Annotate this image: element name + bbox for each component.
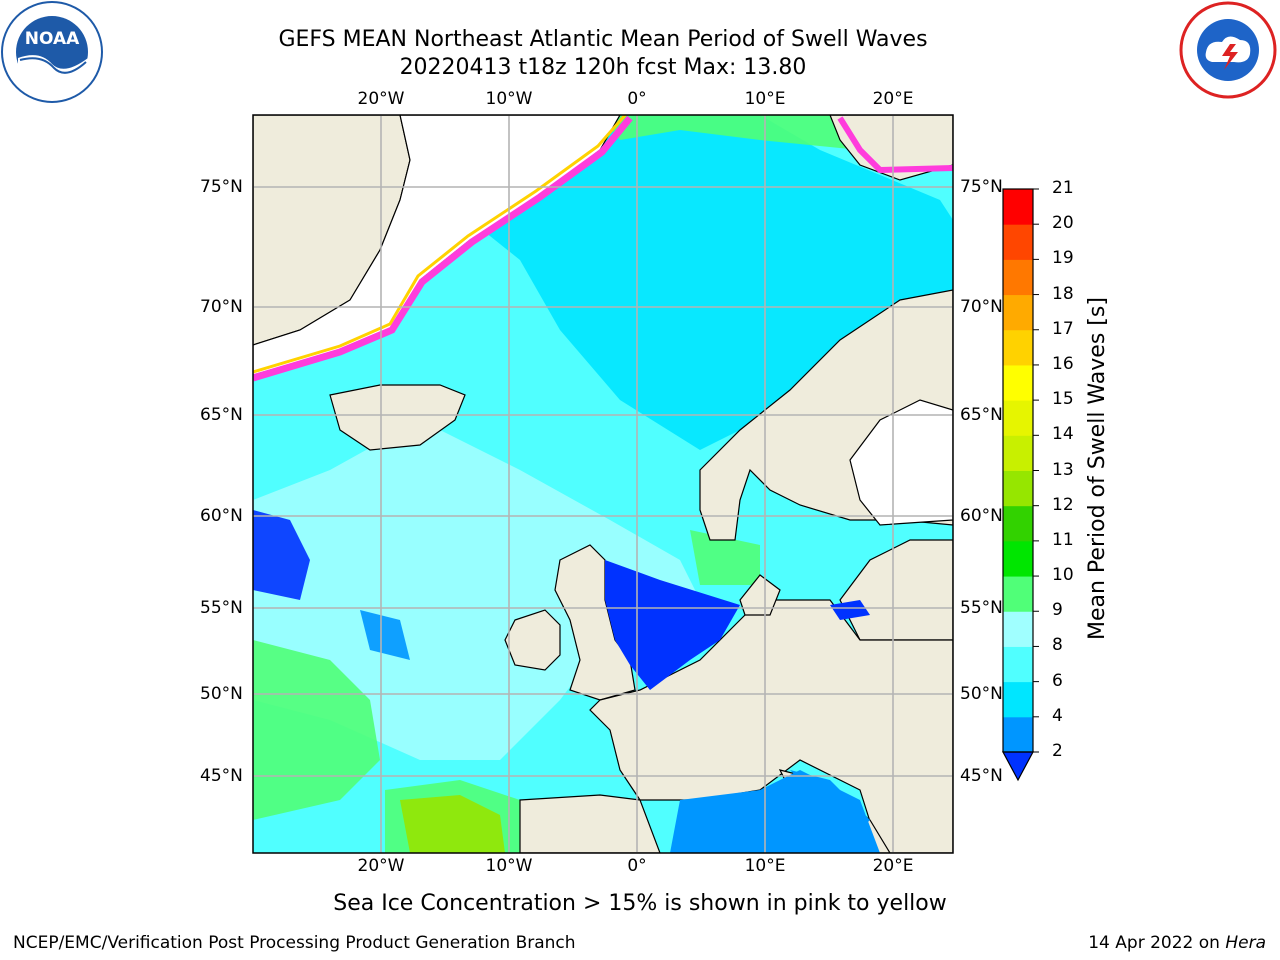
swell-band-2s-baltic: [830, 600, 870, 620]
lat-label-left-45n: 45°N: [200, 766, 243, 786]
colorbar-bin-12: [1003, 294, 1033, 331]
colorbar-tick-label-16: 21: [1052, 178, 1074, 198]
swell-band-4s-adriatic: [790, 770, 870, 830]
land-ireland: [504, 609, 561, 671]
land-iberia: [519, 794, 661, 853]
land-svalbard: [829, 115, 953, 181]
sea-ice-edge: [253, 115, 633, 382]
swell-band-4s: [360, 610, 410, 660]
lon-label-top-0: 0°: [627, 89, 647, 109]
footer-date: 14 Apr 2022 on Hera: [1088, 933, 1266, 953]
colorbar-tick-label-12: 17: [1052, 318, 1074, 339]
swell-band-10s-north: [600, 115, 860, 150]
nws-logo: [1178, 0, 1278, 100]
swell-band-9s: [253, 420, 700, 760]
lon-label-top-10e: 10°E: [744, 89, 786, 109]
colorbar-tick-label-9: 14: [1052, 424, 1074, 445]
colorbar-tick-label-2: 6: [1052, 670, 1063, 691]
land-sweden-finland-ice: [849, 399, 953, 526]
lat-label-left-65n: 65°N: [200, 405, 243, 425]
footer-credit: NCEP/EMC/Verification Post Processing Pr…: [13, 933, 576, 953]
colorbar-bin-2: [1003, 646, 1033, 683]
land-denmark: [739, 574, 781, 616]
lat-label-left-75n: 75°N: [200, 177, 243, 197]
colorbar-bin-11: [1003, 329, 1033, 366]
colorbar-bin-5: [1003, 540, 1033, 577]
lat-label-right-65n: 65°N: [960, 405, 1003, 425]
land-europe: [589, 599, 953, 853]
colorbar-tick-label-1: 4: [1052, 705, 1063, 726]
lon-label-bottom-20e: 20°E: [872, 856, 914, 876]
map-frame: [252, 114, 954, 854]
colorbar-bin-6: [1003, 505, 1033, 542]
colorbar-bin-3: [1003, 611, 1033, 647]
lon-label-top-10w: 10°W: [485, 89, 533, 109]
lat-label-left-60n: 60°N: [200, 506, 243, 526]
colorbar-tick-label-8: 13: [1052, 459, 1074, 480]
map-content: [253, 115, 953, 853]
colorbar-bin-0: [1003, 716, 1033, 753]
lat-label-right-70n: 70°N: [960, 297, 1003, 317]
swell-band-6s: [470, 115, 953, 450]
sea-ice-edge-svalbard: [837, 116, 953, 174]
colorbar-tick-label-10: 15: [1052, 389, 1074, 410]
colorbar-tick-label-13: 18: [1052, 283, 1074, 304]
swell-band-13s: [400, 795, 505, 853]
colorbar-tick-label-3: 8: [1052, 635, 1063, 656]
lat-label-right-55n: 55°N: [960, 598, 1003, 618]
lon-label-bottom-10e: 10°E: [744, 856, 786, 876]
colorbar-bin-4: [1003, 576, 1033, 612]
noaa-logo-text: NOAA: [25, 29, 80, 49]
colorbar-extend-arrow: [1001, 751, 1035, 782]
lon-label-top-20w: 20°W: [357, 89, 405, 109]
colorbar-tick-label-4: 9: [1052, 600, 1063, 621]
lat-label-right-75n: 75°N: [960, 177, 1003, 197]
colorbar-tick-label-15: 20: [1052, 213, 1074, 234]
lon-label-bottom-10w: 10°W: [485, 856, 533, 876]
noaa-logo: NOAA: [0, 0, 104, 104]
lat-label-right-45n: 45°N: [960, 766, 1003, 786]
chart-title: GEFS MEAN Northeast Atlantic Mean Period…: [278, 27, 928, 52]
colorbar-bin-9: [1003, 400, 1033, 436]
colorbar-bin-7: [1003, 470, 1033, 507]
footer-date-text: 14 Apr 2022 on: [1088, 933, 1226, 953]
swell-band-10s-west: [253, 640, 380, 820]
swell-band-10s-skagerrak: [690, 530, 760, 585]
colorbar-tick-label-6: 11: [1052, 529, 1074, 550]
colorbar-bin-15: [1003, 189, 1033, 225]
lat-label-left-50n: 50°N: [200, 684, 243, 704]
colorbar-tick-label-7: 12: [1052, 494, 1074, 515]
lat-label-left-55n: 55°N: [200, 598, 243, 618]
swell-band-2s-west: [253, 510, 310, 600]
colorbar-bin-1: [1003, 681, 1033, 718]
colorbar-tick-label-5: 10: [1052, 565, 1074, 586]
colorbar-tick-label-0: 2: [1052, 741, 1063, 761]
colorbar-tick-label-11: 16: [1052, 353, 1074, 374]
chart-subtitle: 20220413 t18z 120h fcst Max: 13.80: [399, 55, 807, 80]
footer-host: Hera: [1225, 933, 1266, 953]
colorbar-bin-14: [1003, 224, 1033, 260]
lon-label-top-20e: 20°E: [872, 89, 914, 109]
colorbar-tick-label-14: 19: [1052, 248, 1074, 269]
lon-label-bottom-0: 0°: [627, 856, 647, 876]
land-iceland: [329, 384, 466, 451]
colorbar-label: Mean Period of Swell Waves [s]: [1085, 297, 1110, 640]
colorbar-bin-10: [1003, 364, 1033, 401]
lon-label-bottom-20w: 20°W: [357, 856, 405, 876]
sea-ice-note: Sea Ice Concentration > 15% is shown in …: [333, 891, 947, 916]
colorbar-bin-13: [1003, 259, 1033, 296]
swell-band-2s-north-sea: [605, 560, 740, 690]
lat-label-right-60n: 60°N: [960, 506, 1003, 526]
lat-label-left-70n: 70°N: [200, 297, 243, 317]
sea-ice-edge-inner: [253, 115, 628, 374]
lat-label-right-50n: 50°N: [960, 684, 1003, 704]
colorbar-bin-8: [1003, 435, 1033, 471]
